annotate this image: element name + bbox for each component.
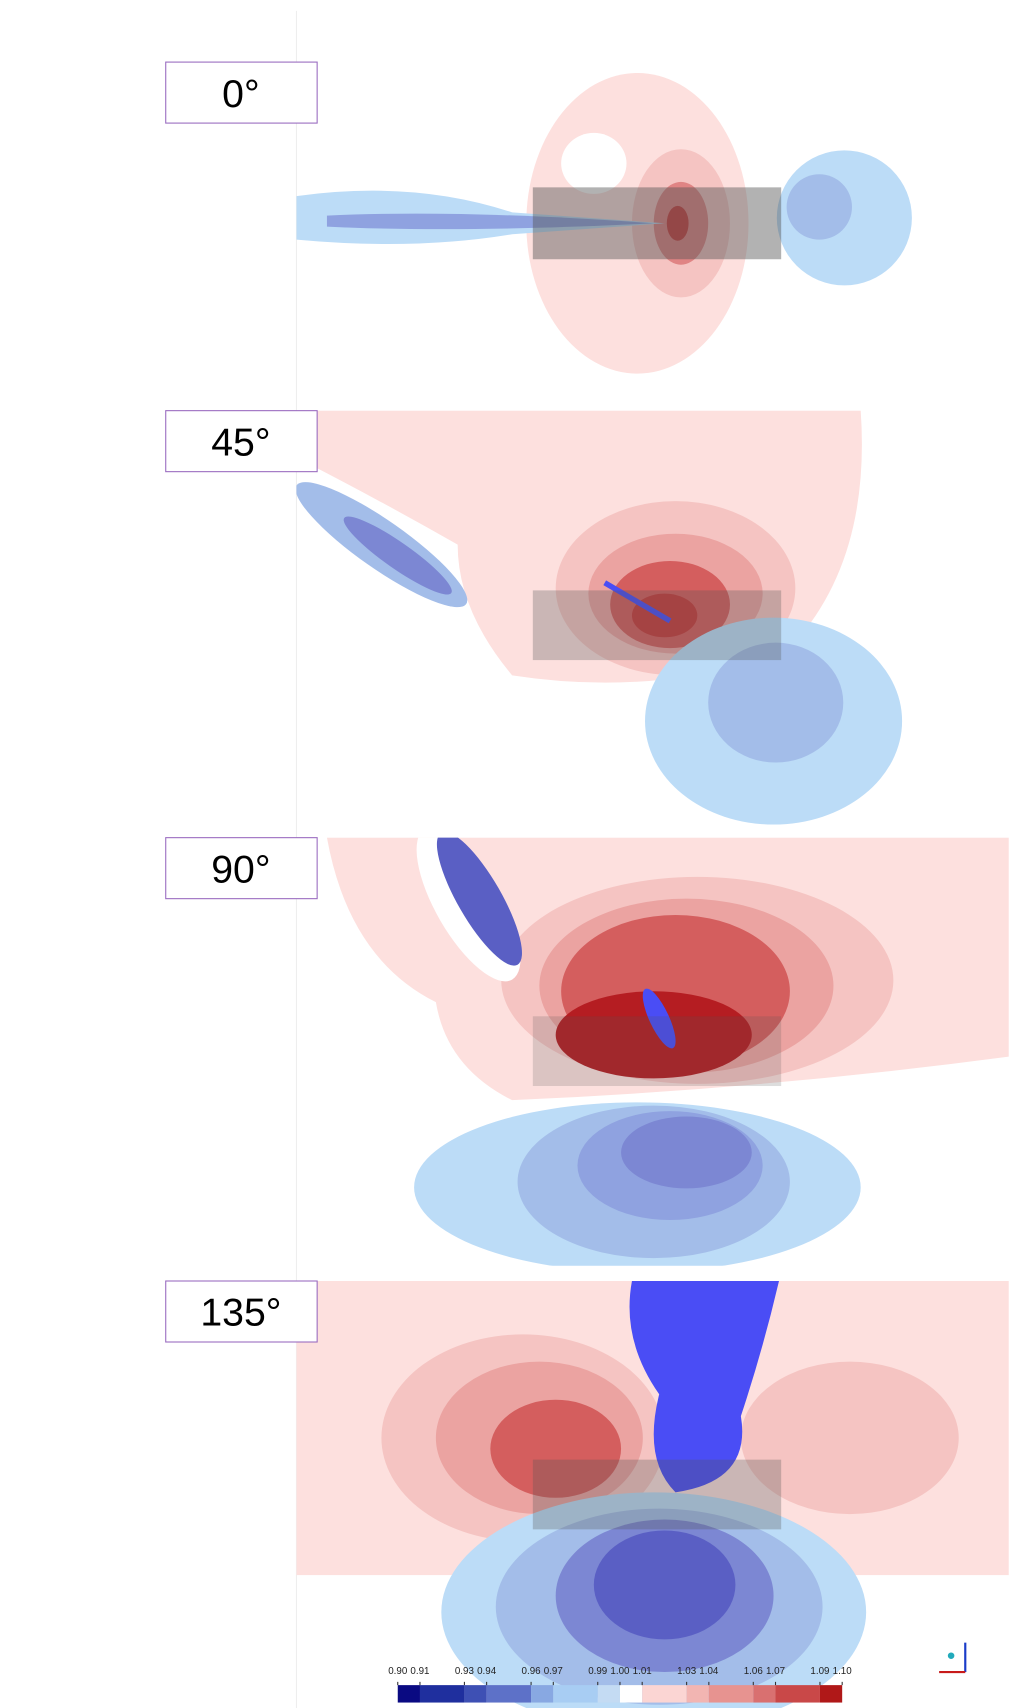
colorbar-tick-label: 1.09 [810,1666,829,1677]
colorbar-segment [775,1685,820,1703]
colorbar-tick-label: 0.91 [410,1666,429,1677]
colorbar-tick-label: 1.04 [699,1666,719,1677]
colorbar-segment [553,1685,598,1703]
colorbar-segment [753,1685,776,1703]
colorbar-tick-label: 1.03 [677,1666,697,1677]
label-box [165,410,318,473]
colorbar-segment [486,1685,532,1703]
colorbar-tick-label: 1.01 [633,1666,652,1677]
colorbar-tick-label: 0.93 [455,1666,475,1677]
colorbar-segment [397,1685,420,1703]
panel-label: 0° [222,73,259,116]
panel-label: 90° [211,848,270,891]
colorbar-tick-label: 1.10 [833,1666,853,1677]
colorbar-segment [619,1685,643,1703]
colorbar-tick-label: 1.06 [744,1666,764,1677]
colorbar-tick-label: 0.96 [522,1666,542,1677]
colorbar-segment [642,1685,687,1703]
label-box [165,61,318,124]
contour-panel [326,837,1009,1266]
colorbar-tick-label: 0.97 [544,1666,563,1677]
panel-label: 135° [200,1292,281,1335]
label-box [165,837,318,900]
colorbar-tick-label: 0.90 [388,1666,408,1677]
colorbar-segment [819,1685,843,1703]
colorbar-segment [597,1685,620,1703]
label-box [165,1280,318,1343]
contour-panel [296,410,903,825]
colorbar-tick-label: 0.99 [588,1666,607,1677]
colorbar-segment [464,1685,487,1703]
colorbar-tick-label: 1.00 [610,1666,630,1677]
colorbar-segment [531,1685,554,1703]
colorbar-segment [708,1685,754,1703]
colorbar-tick-label: 0.94 [477,1666,497,1677]
colorbar-segment [686,1685,709,1703]
colorbar-tick-label: 1.07 [766,1666,785,1677]
contour-panel [296,72,912,374]
panel-label: 45° [211,421,270,464]
colorbar-segment [419,1685,465,1703]
contour-panel [296,1281,1009,1708]
axis-triad [939,1642,967,1674]
